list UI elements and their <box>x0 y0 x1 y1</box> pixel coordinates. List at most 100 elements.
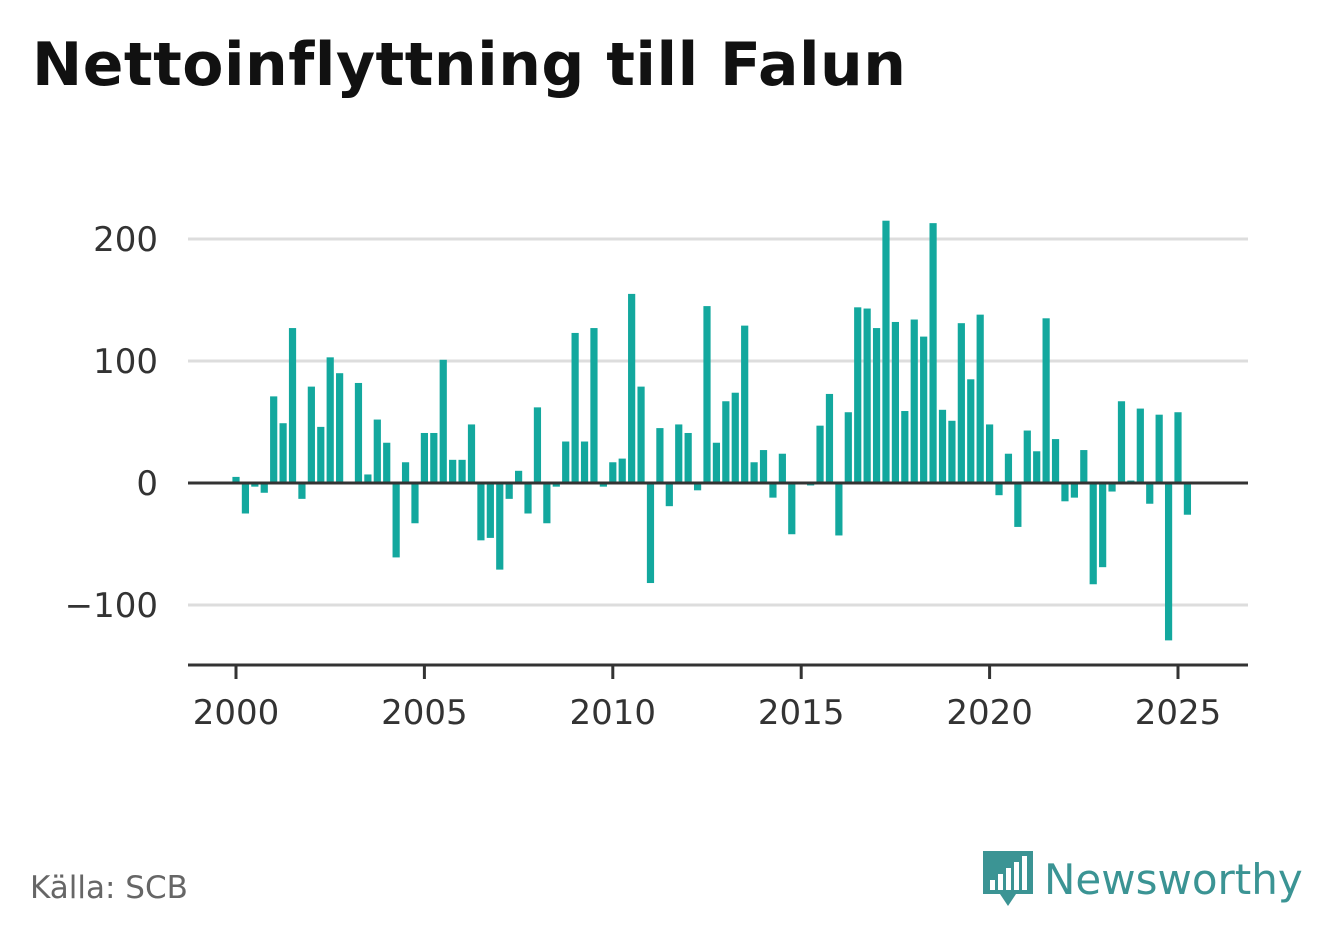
bar <box>712 442 721 483</box>
bar <box>957 323 965 483</box>
bar <box>1136 408 1144 483</box>
bar <box>373 419 381 483</box>
y-tick-label: 100 <box>93 342 158 382</box>
bar <box>562 441 570 483</box>
bar <box>816 425 824 483</box>
bar <box>467 424 476 483</box>
bar <box>628 293 636 483</box>
bar <box>411 483 419 524</box>
y-tick-label: −100 <box>65 586 158 626</box>
bar <box>552 483 560 487</box>
bar <box>759 450 768 483</box>
bar <box>260 483 268 493</box>
bar <box>835 483 843 536</box>
bar <box>307 386 315 483</box>
y-tick-label: 200 <box>93 220 158 260</box>
bar <box>609 462 617 483</box>
bar <box>486 483 494 538</box>
bar <box>232 476 240 483</box>
bar <box>420 432 428 483</box>
bar <box>401 462 410 483</box>
bar <box>336 373 344 483</box>
x-tick-label: 2005 <box>381 693 468 733</box>
bar <box>910 319 918 483</box>
bar <box>364 474 372 483</box>
bar <box>430 432 438 483</box>
bar <box>1108 483 1116 492</box>
chart-title: Nettoinflyttning till Falun <box>32 30 907 100</box>
bar <box>778 453 786 483</box>
bar <box>618 458 626 483</box>
bar <box>449 459 457 483</box>
bar <box>693 483 702 491</box>
bar <box>270 396 278 483</box>
bar <box>1146 483 1154 504</box>
bar <box>703 306 711 483</box>
bar <box>1051 439 1060 483</box>
bar <box>872 328 881 483</box>
bar <box>251 483 259 487</box>
bar <box>741 325 749 483</box>
y-axis-ticks: −100 0 100 200 <box>65 220 158 626</box>
bar <box>646 483 655 584</box>
bar <box>854 307 862 483</box>
bar <box>920 336 928 483</box>
bar <box>543 483 551 524</box>
bar <box>317 426 325 483</box>
bar <box>496 483 504 570</box>
bar <box>1099 483 1107 568</box>
bar <box>863 308 871 483</box>
bar <box>882 220 890 483</box>
x-tick-label: 2000 <box>193 693 280 733</box>
bar <box>986 424 994 483</box>
bar <box>571 332 579 483</box>
brand: Newsworthy <box>980 848 1303 910</box>
bar <box>769 483 777 498</box>
bar <box>298 483 306 499</box>
brand-name: Newsworthy <box>1044 854 1303 904</box>
bar <box>533 407 542 483</box>
bar <box>288 328 297 483</box>
bar <box>505 483 513 499</box>
bar <box>580 441 589 483</box>
bar <box>901 411 909 483</box>
bar <box>675 424 683 483</box>
bar <box>656 428 664 483</box>
bar <box>825 393 834 483</box>
bar <box>354 382 363 483</box>
bar <box>844 412 852 483</box>
bar <box>1023 430 1031 483</box>
bar-series <box>232 220 1192 641</box>
bar <box>326 357 334 483</box>
bar <box>938 409 947 483</box>
bar <box>279 423 287 483</box>
bar <box>383 442 391 483</box>
newsworthy-logo-icon <box>983 851 1033 906</box>
x-tick-label: 2010 <box>570 693 657 733</box>
x-tick-label: 2020 <box>946 693 1033 733</box>
bar <box>599 483 607 487</box>
bar <box>750 462 758 483</box>
gridlines <box>188 237 1248 607</box>
bar <box>665 483 673 507</box>
bar <box>722 401 730 483</box>
x-axis-ticks: 2000 2005 2010 2015 2020 2025 <box>193 665 1221 733</box>
y-tick-label: 0 <box>136 464 158 504</box>
bar <box>976 314 984 483</box>
bar <box>1061 483 1069 502</box>
bar <box>458 459 466 483</box>
bar <box>1155 414 1163 483</box>
bar <box>439 359 447 483</box>
bar <box>1117 401 1126 483</box>
bar <box>1014 483 1022 527</box>
x-tick-label: 2015 <box>758 693 845 733</box>
bar <box>948 420 956 483</box>
bar <box>995 483 1003 496</box>
bar <box>929 223 937 483</box>
bar <box>1183 483 1192 515</box>
bar <box>1033 451 1041 483</box>
bar <box>637 386 645 483</box>
bar <box>524 483 532 514</box>
bar <box>684 432 692 483</box>
